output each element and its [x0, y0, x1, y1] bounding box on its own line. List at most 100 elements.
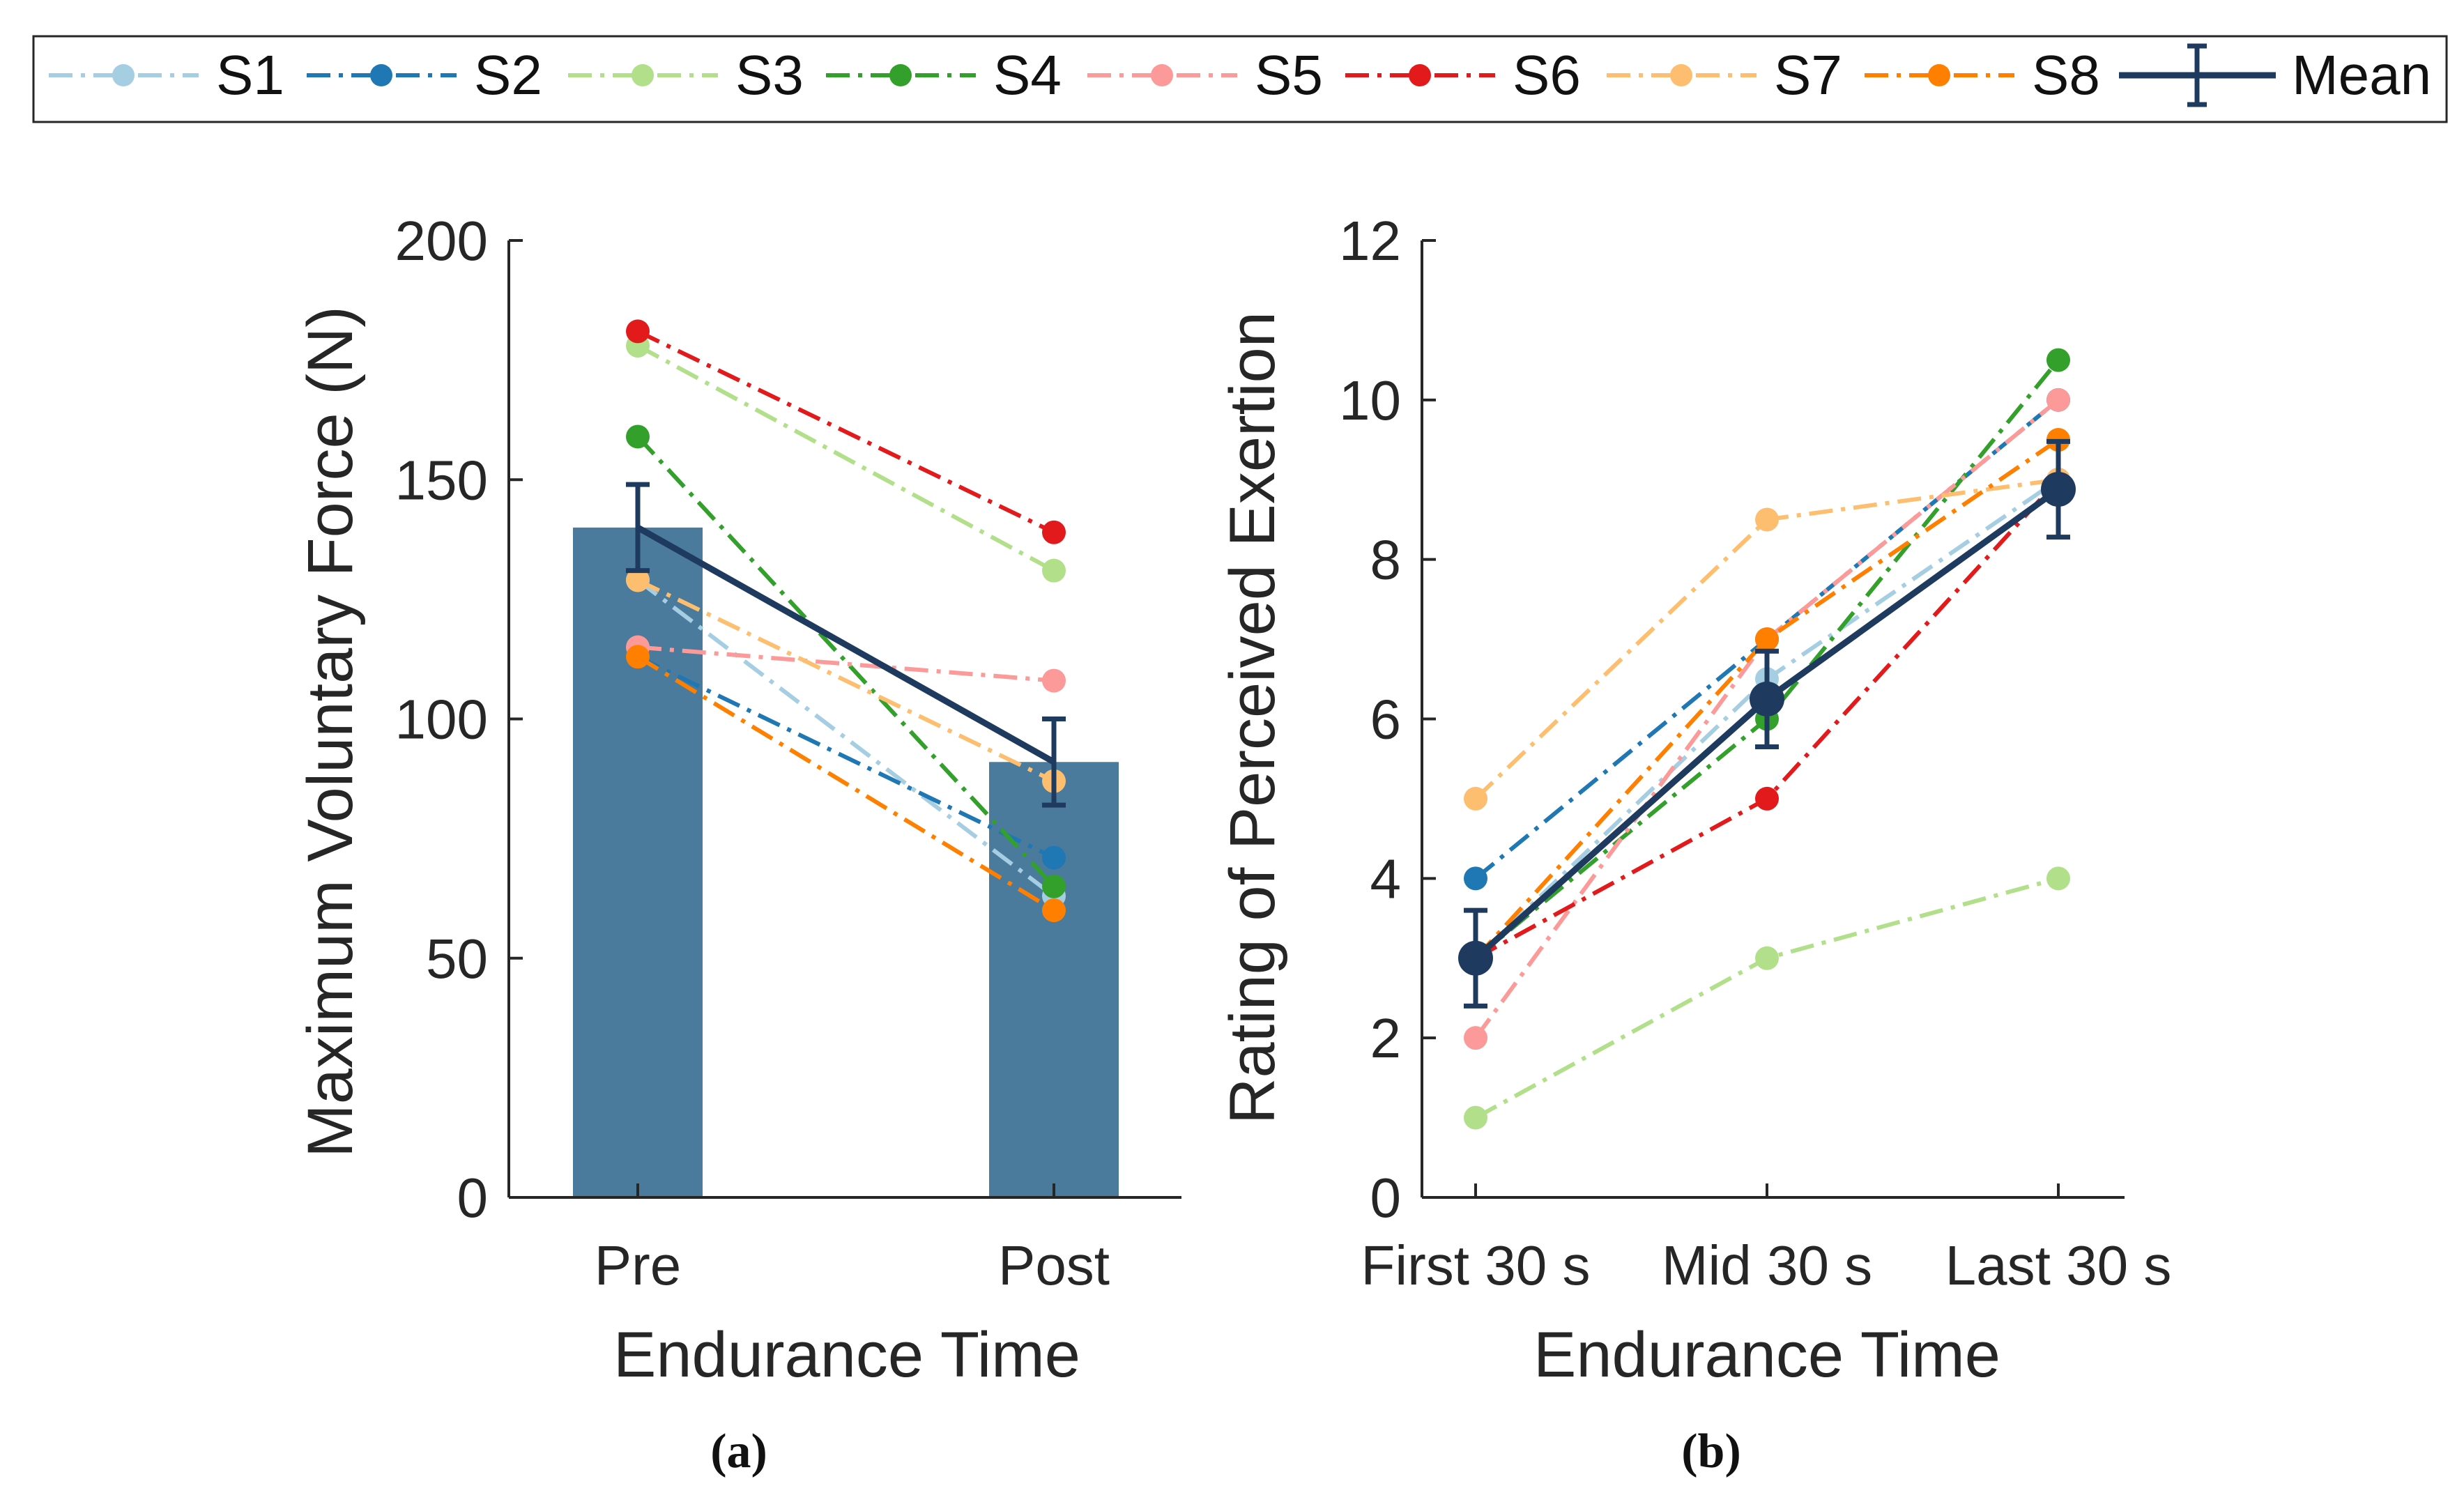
- series-line: [1474, 438, 2060, 960]
- legend-label: S6: [1513, 44, 1581, 106]
- data-point: [1755, 507, 1779, 532]
- series-mean: [1458, 438, 2076, 1009]
- panel-b-xlabel: Endurance Time: [1533, 1319, 2000, 1390]
- series-s8: [626, 645, 1066, 923]
- data-point: [1042, 845, 1066, 870]
- series-line: [636, 654, 1055, 860]
- data-point: [626, 645, 650, 669]
- legend-marker: [1670, 64, 1692, 86]
- bar-post: [989, 762, 1119, 1197]
- x-tick-label: Mid 30 s: [1662, 1234, 1872, 1296]
- mean-point: [1458, 940, 1493, 976]
- series-line: [637, 645, 1055, 683]
- series-mean: [626, 482, 1066, 808]
- panel-a: 0 50 100 150 200 Pre Post Maximum Voluntary Fo…: [295, 210, 1181, 1478]
- x-tick-label: Post: [998, 1234, 1110, 1296]
- legend-label: S8: [2032, 44, 2100, 106]
- data-point: [1042, 558, 1066, 583]
- data-point: [1755, 627, 1779, 652]
- series-line: [636, 435, 1056, 888]
- data-point: [1464, 1026, 1487, 1050]
- legend-mean-errorbar: [2187, 43, 2207, 107]
- x-tick-label: Last 30 s: [1945, 1234, 2172, 1296]
- legend-item-mean: Mean: [2119, 43, 2431, 107]
- mean-point: [1750, 681, 1784, 716]
- series-s4: [626, 424, 1066, 898]
- data-point: [1755, 946, 1779, 970]
- legend-item-s6: S6: [1345, 44, 1581, 106]
- data-point: [2046, 348, 2070, 372]
- x-tick-label: First 30 s: [1361, 1234, 1591, 1296]
- data-point: [1042, 874, 1066, 898]
- data-point: [2046, 866, 2070, 891]
- legend-label: Mean: [2292, 44, 2431, 106]
- series-s6: [626, 319, 1066, 544]
- y-tick-label: 4: [1370, 848, 1402, 910]
- series-line: [636, 654, 1055, 912]
- legend-label: S7: [1774, 44, 1842, 106]
- series-line: [1474, 876, 2059, 1120]
- legend-marker: [112, 64, 135, 86]
- data-point: [626, 568, 650, 592]
- legend: S1 S2 S3 S4 S5 S6 S7 S8 Mean: [32, 35, 2448, 123]
- bar-pre: [573, 527, 703, 1197]
- y-tick-label: 50: [426, 928, 488, 990]
- y-tick-label: 0: [1370, 1167, 1402, 1229]
- data-point: [1464, 866, 1487, 891]
- panel-a-caption: (a): [710, 1425, 767, 1478]
- y-tick-label: 12: [1339, 210, 1401, 272]
- legend-item-s4: S4: [826, 44, 1062, 106]
- panel-b-caption: (b): [1681, 1425, 1741, 1478]
- legend-marker: [1409, 64, 1431, 86]
- legend-item-s3: S3: [568, 44, 804, 106]
- data-point: [1464, 1105, 1487, 1130]
- panel-a-caption-letter: a: [727, 1425, 751, 1478]
- legend-label: S2: [474, 44, 542, 106]
- series-line: [636, 578, 1055, 898]
- legend-item-s7: S7: [1607, 44, 1842, 106]
- series-line: [636, 578, 1055, 783]
- data-point: [1042, 520, 1066, 544]
- legend-label: S4: [993, 44, 1062, 106]
- x-tick-label: Pre: [595, 1234, 682, 1296]
- panel-a-axes: 0 50 100 150 200 Pre Post: [395, 210, 1181, 1296]
- y-tick-label: 150: [395, 449, 488, 511]
- panel-b-caption-letter: b: [1698, 1425, 1725, 1478]
- mean-point: [2041, 471, 2076, 507]
- series-line: [636, 344, 1055, 573]
- legend-label: S3: [735, 44, 804, 106]
- legend-marker: [1928, 64, 1950, 86]
- data-point: [1042, 898, 1066, 923]
- panel-a-ylabel: Maximum Voluntary Force (N): [295, 306, 366, 1158]
- legend-marker: [370, 64, 392, 86]
- legend-label: S5: [1255, 44, 1323, 106]
- legend-marker: [632, 64, 654, 86]
- data-point: [1042, 668, 1066, 693]
- mean-line: [636, 524, 1056, 765]
- y-tick-label: 200: [395, 210, 488, 272]
- data-point: [626, 319, 650, 344]
- data-point: [1464, 786, 1487, 811]
- legend-item-s8: S8: [1865, 44, 2100, 106]
- legend-item-s2: S2: [307, 44, 542, 106]
- y-tick-label: 6: [1370, 689, 1402, 751]
- y-tick-label: 10: [1339, 369, 1401, 431]
- mean-errorbar: [1042, 716, 1066, 808]
- data-point: [626, 424, 650, 449]
- legend-item-s1: S1: [49, 44, 284, 106]
- y-tick-label: 2: [1370, 1007, 1402, 1069]
- legend-marker: [1151, 64, 1173, 86]
- y-tick-label: 0: [457, 1167, 489, 1229]
- panel-b: 0 2 4 6 8 10 12 First 30 s Mid 30 s Last 30 s Rat…: [1217, 210, 2171, 1478]
- data-point: [2046, 388, 2070, 412]
- data-point: [1755, 786, 1779, 811]
- panel-a-xlabel: Endurance Time: [613, 1319, 1080, 1390]
- y-tick-label: 100: [395, 689, 488, 751]
- legend-box: [32, 35, 2448, 123]
- series-s3: [1464, 866, 2070, 1130]
- legend-marker: [889, 64, 912, 86]
- mean-errorbar: [626, 482, 650, 574]
- y-tick-label: 8: [1370, 529, 1402, 591]
- series-line: [636, 329, 1055, 535]
